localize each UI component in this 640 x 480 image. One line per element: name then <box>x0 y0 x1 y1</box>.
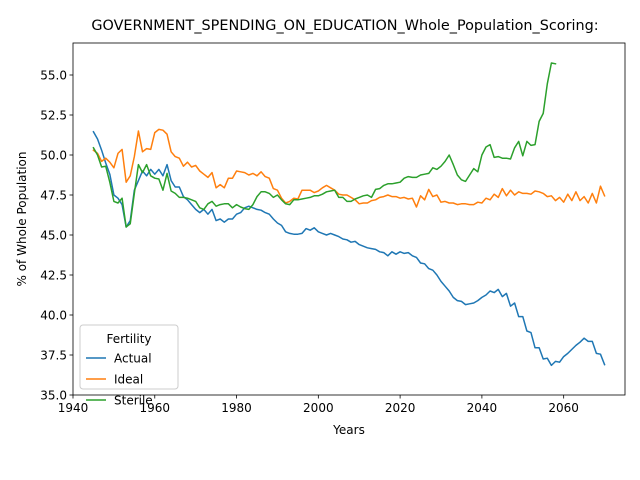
legend-entries: Actual Ideal Sterile <box>86 352 153 408</box>
y-tick-label: 42.5 <box>40 268 67 282</box>
y-tick-label: 47.5 <box>40 188 67 202</box>
y-axis-ticks: 35.0 37.5 40.0 42.5 45.0 47.5 50.0 52.5 55.0 <box>40 68 73 402</box>
x-tick-label: 1940 <box>58 401 89 415</box>
legend: Fertility Actual Ideal Sterile <box>79 324 179 408</box>
y-axis-label: % of Whole Population <box>15 152 29 287</box>
x-tick-label: 2020 <box>385 401 416 415</box>
plot-area <box>92 62 606 367</box>
plot-frame <box>72 42 626 396</box>
series-line-sterile <box>92 62 557 228</box>
series-line-ideal <box>92 128 606 208</box>
x-tick-label: 2000 <box>303 401 334 415</box>
chart-title: GOVERNMENT_SPENDING_ON_EDUCATION_Whole_P… <box>91 18 598 34</box>
x-axis-ticks: 1940 1960 1980 2000 2020 2040 2060 <box>58 395 579 415</box>
x-tick-label: 2040 <box>467 401 498 415</box>
legend-label-ideal: Ideal <box>114 373 143 387</box>
legend-title: Fertility <box>106 332 151 346</box>
y-tick-label: 55.0 <box>40 68 67 82</box>
y-tick-label: 50.0 <box>40 148 67 162</box>
legend-label-actual: Actual <box>114 352 152 366</box>
y-tick-label: 52.5 <box>40 108 67 122</box>
y-tick-label: 37.5 <box>40 348 67 362</box>
x-tick-label: 1980 <box>221 401 252 415</box>
x-tick-label: 2060 <box>548 401 579 415</box>
legend-label-sterile: Sterile <box>114 394 153 408</box>
y-tick-label: 40.0 <box>40 308 67 322</box>
series-line-actual <box>92 130 606 367</box>
y-tick-label: 45.0 <box>40 228 67 242</box>
x-tick-label: 1960 <box>140 401 171 415</box>
x-axis-label: Years <box>332 423 365 437</box>
y-tick-label: 35.0 <box>40 388 67 402</box>
legend-box <box>79 324 179 390</box>
